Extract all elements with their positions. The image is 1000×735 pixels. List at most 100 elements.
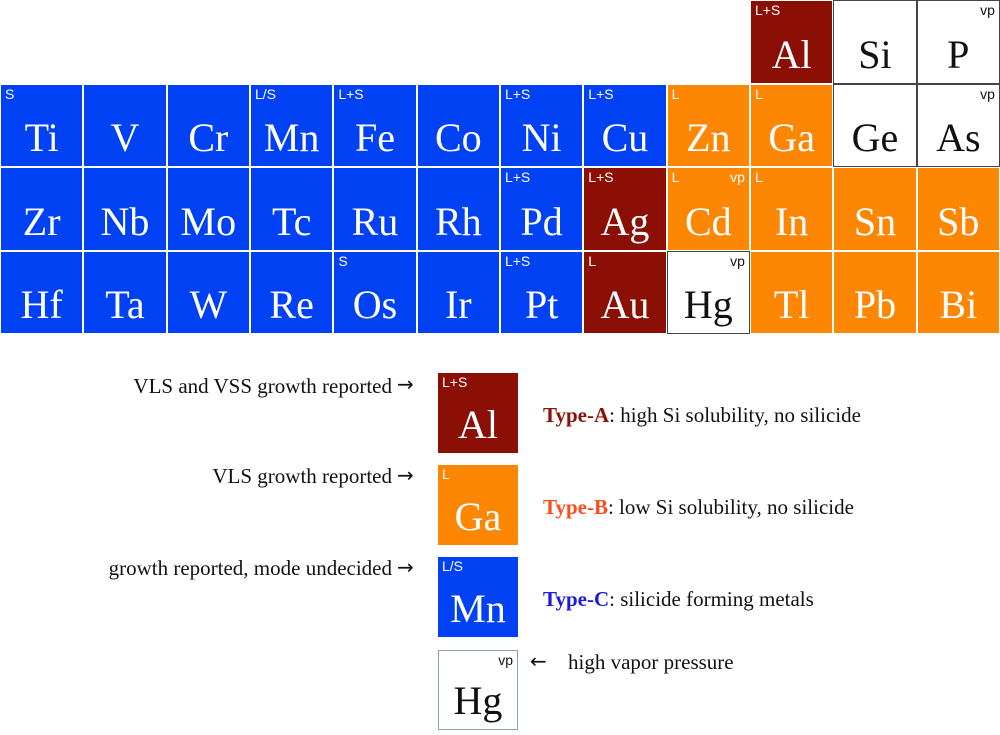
element-symbol: Cr — [188, 115, 229, 160]
type-b-desc: : low Si solubility, no silicide — [607, 495, 854, 519]
growth-mode-tag: L+S — [338, 85, 364, 102]
element-cell-w: W — [166, 250, 250, 334]
element-symbol: Fe — [354, 115, 395, 160]
element-cell-pt: L+S Pt — [499, 250, 584, 334]
legend-tag-l: L — [442, 466, 450, 482]
element-cell-sn: Sn — [833, 167, 917, 251]
element-symbol: Mo — [180, 198, 237, 244]
element-symbol: Tl — [773, 282, 810, 327]
element-symbol: Ge — [851, 115, 899, 160]
element-cell-fe: L+S Fe — [333, 83, 417, 167]
element-cell-ti: S Ti — [0, 83, 84, 167]
element-symbol: W — [189, 282, 228, 327]
element-cell-ir: Ir — [416, 250, 500, 334]
legend-box-mn: L/S Mn — [438, 557, 518, 637]
element-cell-ru: Ru — [333, 167, 417, 251]
element-symbol: Pt — [524, 282, 559, 327]
element-cell-tc: Tc — [249, 167, 334, 251]
type-b-description: Type-B: low Si solubility, no silicide — [543, 497, 854, 518]
right-arrow-icon: → — [397, 463, 414, 487]
legend-row-vls-vss: VLS and VSS growth reported → L+S Al Typ… — [0, 373, 1000, 457]
element-cell-in: L In — [749, 167, 834, 251]
element-cell-bi: Bi — [916, 250, 1000, 334]
element-symbol: Zn — [686, 115, 731, 160]
element-cell-nb: Nb — [83, 167, 167, 251]
element-symbol: Tc — [271, 198, 312, 244]
element-symbol: Pd — [520, 198, 563, 244]
element-symbol: Pb — [853, 282, 897, 327]
element-symbol: Hg — [683, 282, 733, 327]
element-cell-as: vp As — [916, 83, 1000, 167]
legend-tag-lps: L+S — [442, 374, 468, 390]
element-cell-v: V — [83, 83, 167, 167]
element-cell-au: L Au — [583, 250, 667, 334]
element-symbol: Zr — [22, 198, 61, 244]
element-symbol: Hf — [20, 282, 63, 327]
element-symbol: Mn — [263, 115, 320, 160]
element-cell-pb: Pb — [833, 250, 917, 334]
vapor-pressure-note: high vapor pressure — [568, 650, 734, 674]
legend-box-ga: L Ga — [438, 465, 518, 545]
growth-mode-tag: L+S — [588, 169, 614, 185]
type-c-desc: : silicide forming metals — [609, 587, 814, 611]
element-symbol: P — [947, 31, 970, 77]
legend-label-undecided: growth reported, mode undecided — [108, 556, 392, 580]
element-cell-pd: L+S Pd — [499, 167, 584, 251]
element-cell-co: Co — [416, 83, 500, 167]
element-symbol: Au — [600, 282, 650, 327]
element-cell-ni: L+S Ni — [499, 83, 584, 167]
growth-mode-tag: L+S — [754, 2, 781, 18]
element-symbol: Co — [434, 115, 482, 160]
element-cell-sb: Sb — [916, 167, 1000, 251]
type-a-desc: : high Si solubility, no silicide — [609, 403, 861, 427]
legend-label-vls: VLS growth reported — [212, 464, 392, 488]
element-symbol: Cu — [601, 115, 649, 160]
element-symbol: Cd — [684, 198, 732, 244]
growth-mode-tag: L+S — [504, 85, 531, 102]
type-a-name: Type-A — [543, 403, 610, 427]
element-cell-cu: L+S Cu — [583, 83, 667, 167]
element-cell-hg: vp Hg — [666, 250, 750, 334]
element-symbol: Ti — [24, 115, 59, 160]
legend-box-hg: vp Hg — [438, 650, 518, 730]
element-symbol: Nb — [100, 198, 150, 244]
element-cell-tl: Tl — [749, 250, 834, 334]
vapor-pressure-tag: vp — [980, 2, 995, 18]
element-symbol: Sn — [853, 198, 897, 244]
element-symbol: As — [936, 115, 981, 160]
legend-row-vapor-pressure: vp Hg ← high vapor pressure — [0, 650, 1000, 734]
element-symbol: V — [110, 115, 140, 160]
element-cell-hf: Hf — [0, 250, 84, 334]
element-symbol: Ni — [521, 115, 562, 160]
element-cell-os: S Os — [333, 250, 417, 334]
growth-mode-tag: L+S — [504, 169, 531, 185]
element-symbol: Re — [269, 282, 314, 327]
element-symbol: Sb — [937, 198, 980, 244]
growth-mode-tag: S — [5, 85, 15, 102]
legend-row-vls: VLS growth reported → L Ga Type-B: low S… — [0, 465, 1000, 549]
left-arrow-icon: ← — [530, 649, 547, 673]
element-cell-ge: Ge — [833, 83, 917, 167]
element-symbol: In — [774, 198, 809, 244]
right-arrow-icon: → — [397, 372, 414, 396]
element-symbol: Os — [352, 282, 398, 327]
element-cell-ga: L Ga — [749, 83, 834, 167]
legend-row-undecided: growth reported, mode undecided → L/S Mn… — [0, 557, 1000, 641]
element-symbol: Ta — [105, 282, 145, 327]
element-symbol: Rh — [434, 198, 482, 244]
growth-mode-tag: L — [754, 85, 763, 102]
element-symbol: Bi — [939, 282, 978, 327]
growth-mode-tag: L — [754, 169, 763, 185]
element-cell-cr: Cr — [166, 83, 250, 167]
element-cell-zr: Zr — [0, 167, 84, 251]
type-c-description: Type-C: silicide forming metals — [543, 589, 814, 610]
element-cell-zn: L Zn — [666, 83, 750, 167]
vapor-pressure-tag: vp — [730, 252, 745, 269]
element-symbol: Ir — [444, 282, 472, 327]
growth-mode-tag: L — [588, 252, 597, 269]
element-symbol: Si — [858, 31, 892, 77]
element-cell-rh: Rh — [416, 167, 500, 251]
legend-label-vls-vss: VLS and VSS growth reported — [133, 374, 392, 398]
periodic-table-grid: L+S Al Si vp P S Ti V Cr L/S Mn L+S Fe Co L+S Ni L+S Cu L Z… — [0, 0, 1000, 335]
legend-symbol-ga: Ga — [454, 494, 502, 539]
